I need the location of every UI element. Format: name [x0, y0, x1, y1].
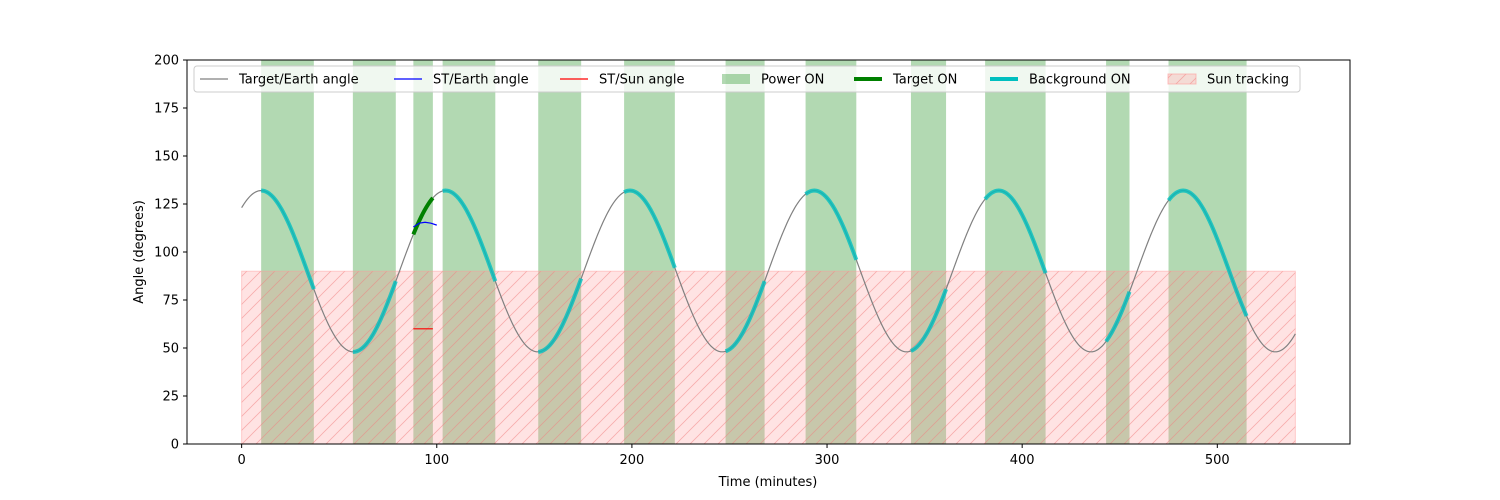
- legend-handle-6: [1167, 73, 1197, 85]
- legend-label-5: Background ON: [1029, 73, 1131, 88]
- y-axis-ticks: 0 25 50 75 100 125 150 175 200: [154, 54, 187, 453]
- x-axis-label: Time (minutes): [718, 475, 818, 490]
- background-on-segment-3: [538, 277, 584, 354]
- background-on-segment-0: [261, 188, 316, 290]
- legend-label-0: Target/Earth angle: [238, 73, 359, 88]
- legend-label-6: Sun tracking: [1207, 73, 1289, 88]
- x-tick-label-4: 400: [1010, 453, 1035, 468]
- y-tick-label-5: 125: [154, 198, 179, 213]
- background-on-segment-10: [1166, 188, 1249, 317]
- background-on-segment-6: [804, 188, 859, 261]
- background-on-segment-5: [724, 280, 767, 354]
- legend-label-2: ST/Sun angle: [599, 73, 685, 88]
- background-on-segment-9: [1104, 291, 1132, 343]
- y-tick-label-0: 0: [171, 438, 179, 453]
- sun-tracking-region: [241, 270, 1296, 444]
- x-tick-label-5: 500: [1205, 453, 1230, 468]
- legend-label-1: ST/Earth angle: [433, 73, 529, 88]
- y-tick-label-6: 150: [154, 150, 179, 165]
- y-tick-label-3: 75: [162, 294, 179, 309]
- y-tick-label-8: 200: [154, 54, 179, 69]
- y-axis-label: Angle (degrees): [132, 200, 147, 304]
- legend-label-4: Target ON: [892, 73, 957, 88]
- x-tick-label-1: 100: [424, 453, 449, 468]
- x-tick-label-2: 200: [619, 453, 644, 468]
- legend-box: [193, 65, 1301, 93]
- legend-handle-3: [722, 74, 750, 84]
- background-on-segment-2: [442, 188, 498, 282]
- y-tick-label-1: 25: [162, 390, 179, 405]
- background-on-segment-8: [983, 188, 1048, 274]
- series-lines: [241, 188, 1296, 354]
- background-on-segment-4: [623, 188, 677, 269]
- x-tick-label-3: 300: [815, 453, 840, 468]
- x-axis-ticks: 0 100 200 300 400 500: [237, 444, 1230, 468]
- st-earth-angle-line: [413, 221, 437, 228]
- background-on-segment-7: [910, 288, 948, 353]
- y-tick-label-7: 175: [154, 102, 179, 117]
- target-on-segment-0: [411, 196, 435, 236]
- x-tick-label-0: 0: [237, 453, 245, 468]
- y-tick-label-4: 100: [154, 246, 179, 261]
- legend: Target/Earth angle ST/Earth angle ST/Sun a…: [193, 65, 1301, 93]
- sun-tracking-hatch: [241, 270, 1296, 444]
- y-tick-label-2: 50: [162, 342, 179, 357]
- background-on-segment-1: [352, 280, 398, 354]
- legend-label-3: Power ON: [761, 73, 824, 88]
